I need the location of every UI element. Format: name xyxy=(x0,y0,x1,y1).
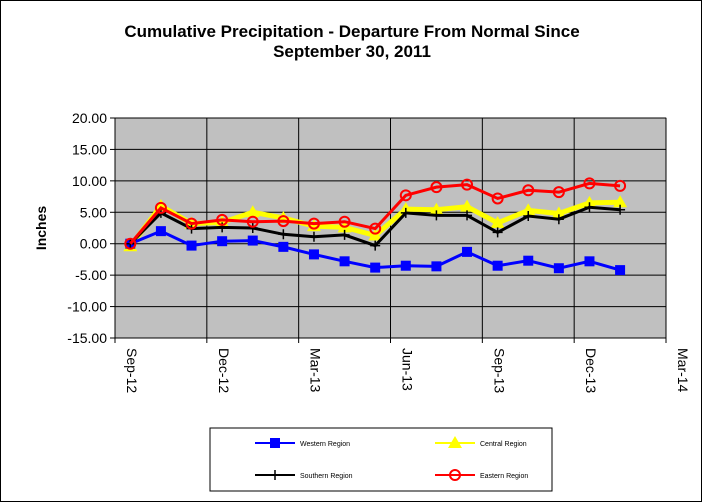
data-point xyxy=(521,203,536,216)
data-point xyxy=(553,214,564,225)
data-point xyxy=(247,235,258,246)
y-tick-label: 5.00 xyxy=(80,204,107,220)
x-tick-label: Mar-13 xyxy=(308,348,324,393)
x-tick-label: Mar-14 xyxy=(675,348,691,393)
data-point xyxy=(246,215,259,228)
data-point xyxy=(308,249,319,260)
data-point xyxy=(582,195,597,208)
y-axis-label: Inches xyxy=(33,206,49,251)
y-axis: 20.00 15.00 10.00 5.00 0.00 -5.00 -10.00 -15.00 xyxy=(67,110,116,346)
series-eastern-region xyxy=(124,177,627,250)
legend-entry: Southern Region xyxy=(255,470,353,480)
x-tick-label: Sep-13 xyxy=(491,348,507,393)
data-point xyxy=(400,207,411,218)
chart-title-line-2: September 30, 2011 xyxy=(273,42,431,61)
data-point xyxy=(154,201,167,214)
data-point xyxy=(615,204,626,215)
data-point xyxy=(185,217,198,230)
data-point xyxy=(460,199,475,212)
y-tick-label: -15.00 xyxy=(67,330,107,346)
legend-box xyxy=(209,427,553,492)
data-point xyxy=(429,202,444,215)
data-point xyxy=(339,229,350,240)
data-point xyxy=(399,189,412,202)
legend-label: Eastern Region xyxy=(480,473,528,480)
x-tick-label: Jun-13 xyxy=(400,348,416,391)
data-point xyxy=(490,215,505,228)
data-point xyxy=(491,192,504,205)
legend: Western Region Central Region Southern Reg… xyxy=(209,427,553,492)
data-point xyxy=(552,186,565,199)
grid-lines xyxy=(114,117,667,339)
series-group xyxy=(123,177,628,276)
y-tick-label: 20.00 xyxy=(72,110,107,126)
data-point xyxy=(461,178,474,191)
data-point xyxy=(277,215,290,228)
data-point xyxy=(613,195,628,208)
data-point xyxy=(523,255,534,266)
data-point xyxy=(583,177,596,190)
data-point xyxy=(614,179,627,192)
data-point xyxy=(186,240,197,251)
legend-swatch-marker xyxy=(270,470,280,480)
legend-label: Southern Region xyxy=(300,473,353,480)
data-point xyxy=(551,206,566,219)
legend-swatch-marker xyxy=(270,438,280,448)
data-point xyxy=(400,260,411,271)
series-line xyxy=(129,181,621,245)
data-point xyxy=(462,210,473,221)
data-point xyxy=(584,256,595,267)
x-tick-label: Dec-12 xyxy=(216,348,232,393)
legend-swatch-marker xyxy=(449,469,461,481)
data-point xyxy=(492,260,503,271)
data-point xyxy=(492,227,503,238)
data-point xyxy=(522,184,535,197)
legend-entry: Central Region xyxy=(435,436,527,448)
legend-label: Western Region xyxy=(300,441,350,448)
data-point xyxy=(370,262,381,273)
legend-entry: Western Region xyxy=(255,438,350,448)
legend-entry: Eastern Region xyxy=(435,469,528,481)
data-point xyxy=(431,261,442,272)
data-point xyxy=(278,229,289,240)
x-tick-label: Dec-13 xyxy=(583,348,599,393)
chart-title-line-1: Cumulative Precipitation - Departure Fro… xyxy=(124,22,580,41)
y-tick-label: 15.00 xyxy=(72,141,107,157)
data-point xyxy=(370,240,381,251)
data-point xyxy=(124,237,137,250)
data-point xyxy=(307,217,320,230)
data-point xyxy=(369,222,382,235)
data-point xyxy=(462,246,473,257)
y-tick-label: -10.00 xyxy=(67,299,107,315)
data-point xyxy=(245,205,260,218)
data-point xyxy=(615,265,626,276)
chart-title: Cumulative Precipitation - Departure Fro… xyxy=(0,22,704,62)
y-tick-label: 10.00 xyxy=(72,173,107,189)
legend-swatch-marker xyxy=(448,436,462,448)
data-point xyxy=(216,213,229,226)
data-point xyxy=(155,226,166,237)
data-point xyxy=(278,241,289,252)
data-point xyxy=(431,210,442,221)
data-point xyxy=(217,236,228,247)
data-point xyxy=(338,215,351,228)
data-point xyxy=(247,223,258,233)
y-tick-label: 0.00 xyxy=(80,236,107,252)
data-point xyxy=(430,181,443,194)
x-tick-label: Sep-12 xyxy=(124,348,140,393)
data-point xyxy=(339,256,350,267)
data-point xyxy=(553,263,564,274)
legend-label: Central Region xyxy=(480,441,527,448)
data-point xyxy=(308,231,319,242)
data-point xyxy=(584,202,595,213)
y-tick-label: -5.00 xyxy=(75,267,107,283)
x-axis: Sep-12 Dec-12 Mar-13 Jun-13 Sep-13 Dec-13 Mar-… xyxy=(114,337,691,393)
data-point xyxy=(523,211,534,222)
